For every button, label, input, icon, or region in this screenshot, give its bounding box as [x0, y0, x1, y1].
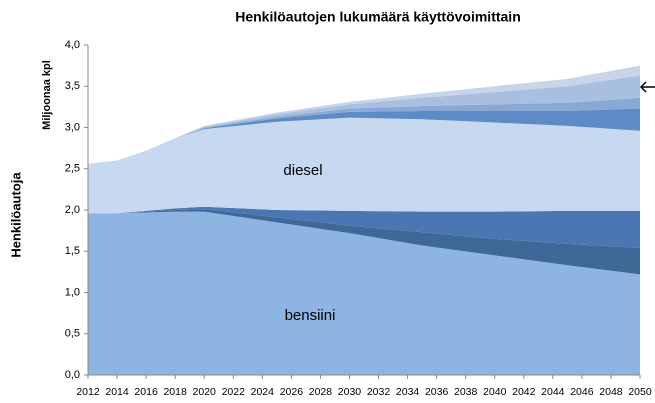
series-label: diesel	[283, 162, 322, 179]
x-tick-label: 2026	[280, 386, 304, 398]
x-tick-label: 2032	[367, 386, 391, 398]
x-tick-label: 2012	[76, 386, 100, 398]
area	[88, 209, 640, 275]
y-tick-label: 4,0	[65, 39, 80, 51]
area	[88, 97, 640, 164]
x-tick-label: 2024	[251, 386, 275, 398]
area	[88, 65, 640, 164]
x-tick-label: 2034	[396, 386, 420, 398]
arrow	[639, 81, 655, 93]
x-tick-label: 2030	[338, 386, 362, 398]
y-tick-label: 2,0	[65, 204, 80, 216]
y-tick-label: 1,0	[65, 286, 80, 298]
x-tick-label: 2046	[570, 386, 594, 398]
x-tick-label: 2014	[105, 386, 129, 398]
y-tick-label: 0,5	[65, 328, 80, 340]
x-tick-label: 2028	[309, 386, 333, 398]
area	[88, 206, 640, 248]
area	[88, 117, 640, 214]
unit-label: Miljoonaa kpl	[41, 60, 53, 130]
x-tick-label: 2022	[222, 386, 246, 398]
y-axis-label: Henkilöautoja	[8, 172, 23, 258]
y-tick-label: 3,0	[65, 121, 80, 133]
series-label: bensiini	[285, 307, 336, 324]
x-tick-label: 2020	[193, 386, 217, 398]
area	[88, 108, 640, 164]
y-tick-label: 1,5	[65, 245, 80, 257]
y-tick-label: 2,5	[65, 163, 80, 175]
x-tick-label: 2018	[163, 386, 187, 398]
area	[88, 75, 640, 164]
x-tick-label: 2048	[599, 386, 623, 398]
x-tick-label: 2016	[134, 386, 158, 398]
area	[88, 211, 640, 375]
x-tick-label: 2040	[483, 386, 507, 398]
x-tick-label: 2036	[425, 386, 449, 398]
x-tick-label: 2050	[628, 386, 652, 398]
y-tick-label: 3,5	[65, 80, 80, 92]
y-tick-label: 0,0	[65, 369, 80, 381]
x-tick-label: 2042	[512, 386, 536, 398]
x-tick-label: 2038	[454, 386, 478, 398]
x-tick-label: 2044	[541, 386, 565, 398]
chart-title: Henkilöautojen lukumäärä käyttövoimittai…	[235, 9, 521, 25]
